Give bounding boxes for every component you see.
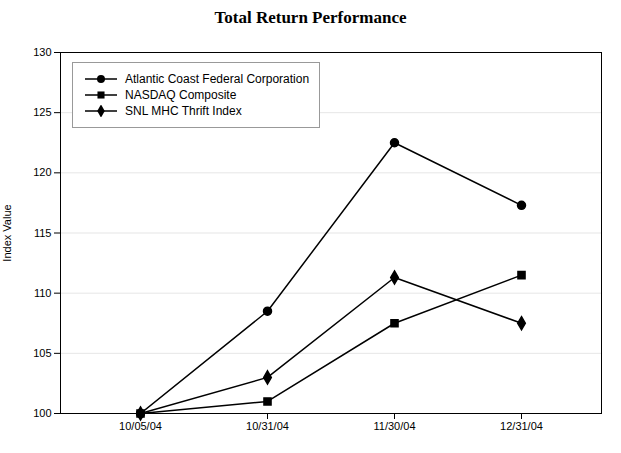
svg-text:11/30/04: 11/30/04: [373, 420, 415, 432]
html-text:Atlantic Coast Federal Corpora: Atlantic Coast Federal Corporation: [125, 72, 310, 86]
html-text:NASDAQ Composite: NASDAQ Composite: [125, 88, 237, 102]
html-text:Total Return Performance: Total Return Performance: [214, 8, 407, 27]
svg-text:105: 105: [33, 347, 51, 359]
html-text:SNL MHC Thrift Index: SNL MHC Thrift Index: [125, 104, 242, 118]
svg-text:10/05/04: 10/05/04: [119, 420, 162, 432]
svg-text:110: 110: [34, 287, 52, 299]
svg-text:100: 100: [33, 407, 51, 419]
svg-text:10/31/04: 10/31/04: [246, 420, 289, 432]
svg-text:125: 125: [33, 106, 51, 118]
svg-text:115: 115: [34, 227, 52, 239]
svg-text:120: 120: [33, 166, 51, 178]
svg-text:Index Value: Index Value: [1, 204, 13, 261]
svg-text:12/31/04: 12/31/04: [500, 420, 543, 432]
svg-text:130: 130: [33, 46, 51, 58]
